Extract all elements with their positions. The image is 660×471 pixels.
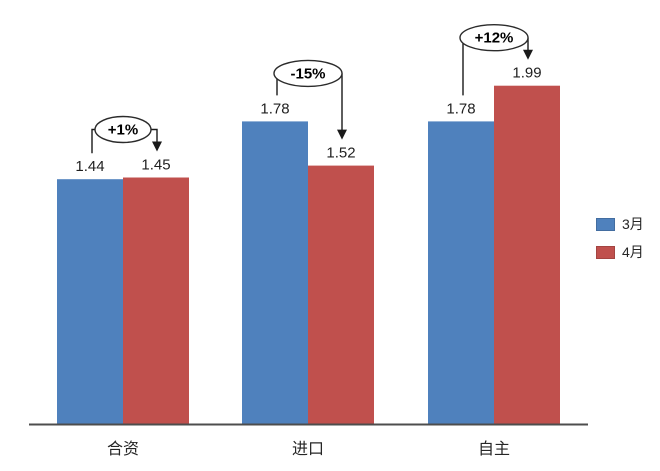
annotation-arrow-line-0 [151, 128, 158, 143]
annotation-bubble-1 [273, 59, 343, 88]
annotation-bracket-2 [460, 37, 464, 96]
category-label-0: 合资 [107, 440, 139, 458]
bar-series2-自主 [494, 85, 560, 424]
bar-series1-自主 [428, 121, 494, 425]
annotation-bubble-0 [94, 115, 152, 144]
annotation-label-0: +1% [108, 122, 138, 139]
value-label: 1.99 [512, 65, 541, 82]
legend-label-april: 4月 [622, 244, 644, 260]
legend-item-april: 4月 [596, 242, 644, 262]
annotation-arrowhead-2 [523, 49, 533, 60]
value-label: 1.52 [326, 145, 355, 162]
category-label-2: 自主 [478, 440, 510, 458]
bar-series1-合资 [57, 179, 123, 424]
bar-series2-合资 [123, 177, 189, 424]
legend-swatch-march [596, 217, 615, 231]
legend-item-march: 3月 [596, 214, 644, 234]
annotation-bubble-2 [459, 24, 529, 52]
value-label: 1.44 [75, 158, 104, 175]
annotation-bracket-0 [91, 128, 95, 154]
value-label: 1.45 [141, 157, 170, 174]
bar-series1-进口 [242, 121, 308, 425]
bar-series2-进口 [308, 165, 374, 424]
annotation-label-2: +12% [475, 30, 514, 47]
annotation-arrowhead-1 [337, 129, 347, 140]
value-label: 1.78 [260, 100, 289, 117]
legend-label-march: 3月 [622, 216, 644, 232]
annotation-label-1: -15% [290, 65, 325, 82]
category-label-1: 进口 [292, 440, 324, 458]
legend: 3月 4月 [596, 214, 644, 262]
legend-swatch-april [596, 245, 615, 259]
value-label: 1.78 [446, 100, 475, 117]
annotation-arrowhead-0 [152, 141, 162, 152]
